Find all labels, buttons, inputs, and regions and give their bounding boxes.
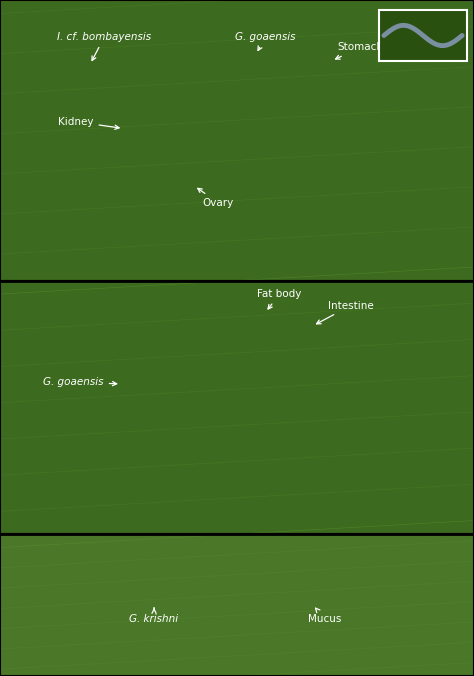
Text: Intestine: Intestine [317,301,374,324]
Text: Fat body: Fat body [257,289,302,309]
Bar [0,0,474,281]
Text: Stomach: Stomach [336,43,383,59]
Bar [0,281,474,534]
Text: I. cf. bombayensis: I. cf. bombayensis [57,32,151,61]
Text: G. goaensis: G. goaensis [43,377,117,387]
Bar [379,10,467,61]
Text: Ovary: Ovary [198,189,234,208]
Bar [0,281,474,534]
Bar [0,534,474,676]
Bar [0,0,474,281]
Text: Kidney: Kidney [58,117,119,129]
Bar [0,534,474,676]
Text: G. krishni: G. krishni [129,608,179,623]
Text: G. goaensis: G. goaensis [235,32,296,51]
Text: Mucus: Mucus [308,608,341,623]
